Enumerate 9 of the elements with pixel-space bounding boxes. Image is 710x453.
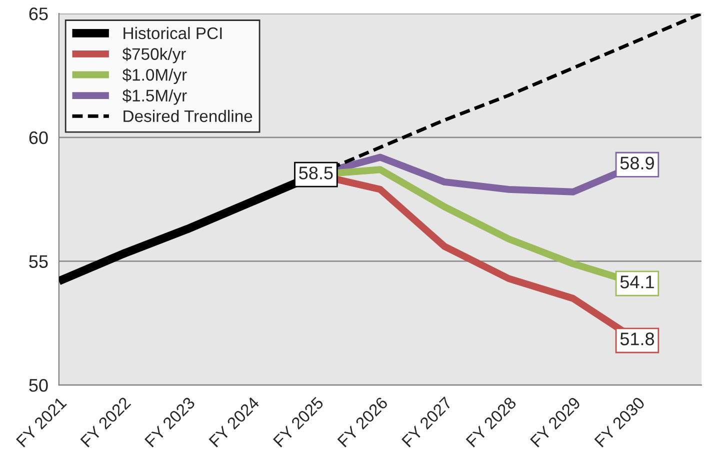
y-tick-label: 55 <box>29 255 48 268</box>
y-tick-label: 50 <box>29 378 48 392</box>
legend-label: $1.5M/yr <box>122 89 187 105</box>
legend-label: Desired Trendline <box>124 110 252 122</box>
legend-label: Historical PCI <box>124 26 222 40</box>
y-tick-label: 60 <box>29 131 48 144</box>
legend-label: $1.0M/yr <box>122 68 187 84</box>
legend-label: $750k/yr <box>122 47 186 64</box>
y-tick-label: 65 <box>29 8 48 20</box>
